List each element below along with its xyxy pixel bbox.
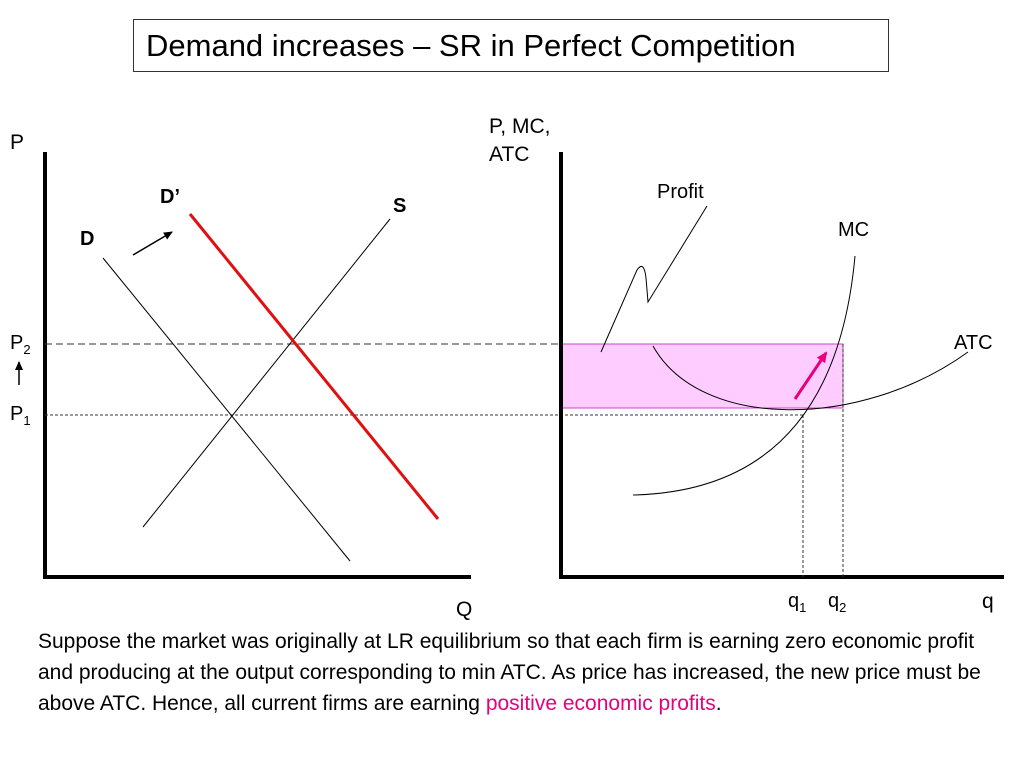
market-y-axis-label: P	[10, 131, 24, 154]
supply-label: S	[393, 195, 406, 217]
p1-label: P1	[10, 403, 31, 428]
q1-label: q1	[788, 590, 806, 615]
profit-label: Profit	[657, 181, 704, 203]
demand-shift-arrow	[132, 231, 173, 256]
mc-curve	[632, 255, 856, 496]
firm-y-axis-label-line2: ATC	[489, 143, 529, 166]
caption-text: Suppose the market was originally at LR …	[38, 630, 981, 715]
demand-label: D	[80, 228, 94, 250]
new-demand-curve	[188, 213, 440, 520]
firm-y-axis-label-line1: P, MC,	[489, 115, 550, 138]
demand-curve	[102, 257, 351, 562]
profit-area	[561, 343, 844, 409]
atc-label: ATC	[954, 332, 993, 354]
market-x-axis-label: Q	[456, 598, 472, 621]
supply-curve	[142, 218, 391, 528]
caption-highlight: positive economic profits	[485, 692, 716, 715]
atc-curve	[652, 345, 969, 411]
profit-pointer	[600, 205, 708, 353]
page-title: Demand increases – SR in Perfect Competi…	[146, 28, 796, 63]
mc-label: MC	[838, 219, 869, 241]
caption: Suppose the market was originally at LR …	[38, 626, 998, 719]
p2-label: P2	[10, 332, 31, 357]
firm-x-axis-label: q	[982, 590, 994, 613]
q2-label: q2	[828, 590, 846, 615]
new-demand-label: D’	[160, 186, 180, 208]
title-box	[133, 19, 889, 72]
caption-end: .	[715, 692, 722, 715]
output-increase-arrow	[793, 351, 828, 400]
